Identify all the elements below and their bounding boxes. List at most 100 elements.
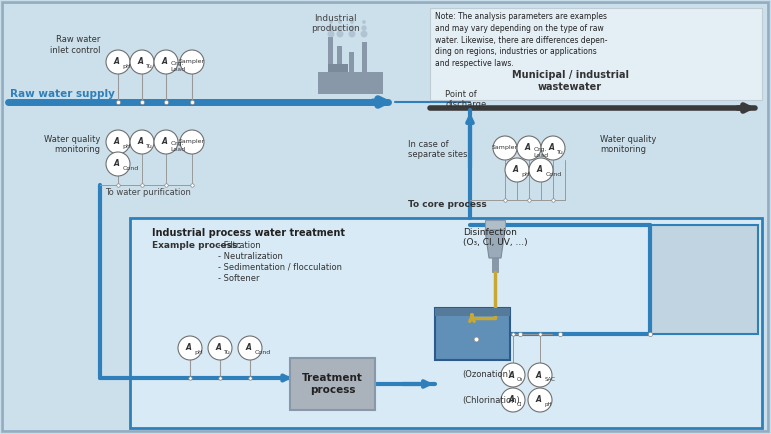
Text: Industrial
production: Industrial production [311, 14, 359, 33]
Circle shape [154, 130, 178, 154]
Text: A: A [162, 138, 168, 147]
Circle shape [529, 158, 553, 182]
Text: Sampler: Sampler [492, 145, 518, 151]
Circle shape [106, 50, 130, 74]
Text: Disinfection
(O₃, Cl, UV, ...): Disinfection (O₃, Cl, UV, ...) [463, 228, 527, 247]
Circle shape [528, 363, 552, 387]
Text: Raw water
inlet control: Raw water inlet control [49, 35, 100, 55]
Text: Org.
Load: Org. Load [170, 141, 185, 151]
Text: pH: pH [544, 402, 552, 407]
Text: O₃: O₃ [517, 377, 524, 381]
Text: pH: pH [194, 350, 203, 355]
Text: A: A [549, 144, 555, 152]
Circle shape [338, 20, 342, 24]
Circle shape [106, 152, 130, 176]
Text: A: A [216, 343, 222, 352]
Circle shape [541, 136, 565, 160]
Text: (Ozonation): (Ozonation) [462, 371, 511, 379]
Text: - Sedimentation / flocculation: - Sedimentation / flocculation [218, 263, 342, 272]
FancyBboxPatch shape [130, 218, 762, 428]
Circle shape [361, 30, 368, 37]
Text: Raw water supply: Raw water supply [10, 89, 115, 99]
Circle shape [362, 25, 367, 31]
Text: A: A [114, 160, 120, 168]
Text: pH: pH [122, 64, 131, 69]
Text: A: A [186, 343, 192, 352]
Circle shape [501, 363, 525, 387]
Bar [362, 42, 367, 72]
Text: A: A [537, 165, 543, 174]
Text: Tu: Tu [224, 350, 231, 355]
Bar [435, 308, 510, 360]
Circle shape [501, 388, 525, 412]
Text: Water quality
monitoring: Water quality monitoring [44, 135, 100, 155]
Text: Note: The analysis parameters are examples
and may vary depending on the type of: Note: The analysis parameters are exampl… [435, 12, 608, 68]
Circle shape [362, 20, 366, 24]
Circle shape [328, 30, 335, 37]
Circle shape [350, 20, 354, 24]
Circle shape [349, 25, 355, 31]
Text: Sampler: Sampler [179, 59, 205, 65]
Circle shape [130, 130, 154, 154]
Text: pH: pH [521, 172, 530, 177]
Circle shape [528, 388, 552, 412]
FancyBboxPatch shape [430, 8, 762, 100]
Polygon shape [485, 230, 505, 258]
Bar [485, 220, 505, 230]
Text: Cl: Cl [517, 402, 523, 407]
Text: Cond: Cond [254, 350, 271, 355]
Circle shape [328, 25, 334, 31]
Text: Org.
Load: Org. Load [534, 147, 548, 158]
Bar [435, 308, 510, 316]
Text: A: A [513, 165, 519, 174]
Text: A: A [138, 138, 143, 147]
Text: Tu: Tu [146, 144, 153, 149]
Circle shape [154, 50, 178, 74]
Text: In case of
separate sites: In case of separate sites [408, 140, 467, 159]
Text: Water quality
monitoring: Water quality monitoring [600, 135, 656, 155]
Bar [328, 64, 348, 72]
Circle shape [106, 130, 130, 154]
Text: Tu: Tu [146, 64, 153, 69]
Text: Point of
discharge: Point of discharge [445, 90, 487, 109]
Text: Cond: Cond [122, 166, 139, 171]
Circle shape [238, 336, 262, 360]
Circle shape [130, 50, 154, 74]
Text: SAC: SAC [544, 377, 555, 381]
FancyBboxPatch shape [290, 358, 375, 410]
Bar [337, 46, 342, 72]
Text: - Neutralization: - Neutralization [218, 252, 283, 261]
Text: A: A [509, 371, 515, 379]
Text: A: A [536, 395, 542, 404]
Bar [349, 52, 354, 72]
FancyBboxPatch shape [650, 225, 758, 334]
Text: To core process: To core process [408, 200, 487, 209]
Bar [328, 37, 333, 72]
Text: A: A [138, 57, 143, 66]
Text: Cond: Cond [545, 172, 561, 177]
Text: Sampler: Sampler [179, 139, 205, 145]
Circle shape [208, 336, 232, 360]
Text: A: A [114, 138, 120, 147]
Circle shape [517, 136, 541, 160]
Circle shape [336, 30, 344, 37]
Text: A: A [536, 371, 542, 379]
Text: Org.
Load: Org. Load [170, 61, 185, 72]
Text: A: A [162, 57, 168, 66]
Circle shape [337, 25, 342, 31]
Circle shape [505, 158, 529, 182]
Text: Example process:: Example process: [152, 241, 241, 250]
Text: To water purification: To water purification [105, 188, 191, 197]
Text: A: A [246, 343, 252, 352]
Circle shape [178, 336, 202, 360]
Circle shape [180, 130, 204, 154]
Text: Municipal / industrial
wastewater: Municipal / industrial wastewater [511, 70, 628, 92]
Text: - Filtration: - Filtration [218, 241, 261, 250]
Text: - Softener: - Softener [218, 274, 260, 283]
Circle shape [180, 50, 204, 74]
Circle shape [348, 30, 355, 37]
Text: A: A [509, 395, 515, 404]
Text: A: A [114, 57, 120, 66]
Text: (Chlorination): (Chlorination) [462, 395, 520, 404]
Text: Tu: Tu [557, 150, 564, 155]
